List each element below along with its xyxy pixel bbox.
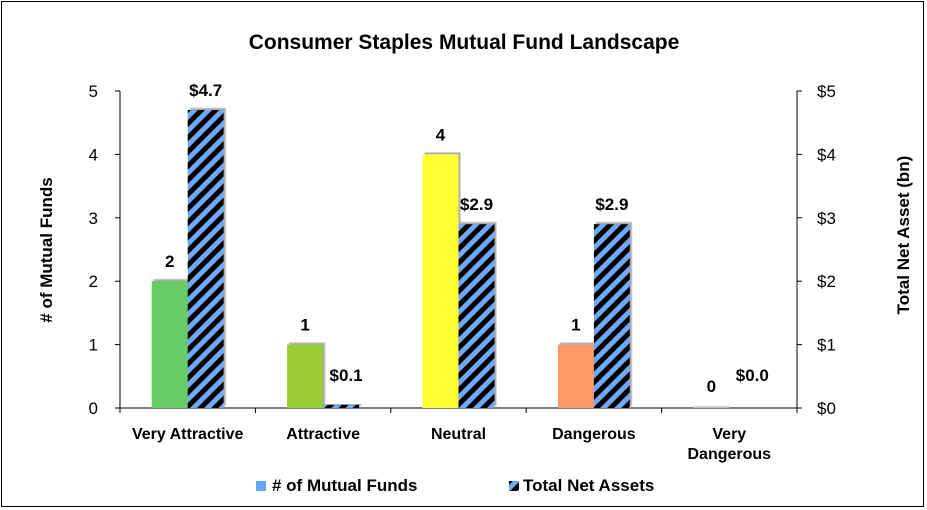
legend-label-total-net-assets: Total Net Assets [523,476,654,495]
left-tick-label: 2 [89,272,98,291]
left-tick-label: 1 [89,336,98,355]
legend-swatch-total-net-assets [509,481,519,491]
category-label-line: Attractive [286,426,360,443]
data-label-total-net-assets: $4.7 [189,81,222,100]
bar-mutual-funds [422,154,459,408]
bar-total-net-assets [187,110,224,409]
data-label-total-net-assets: $2.9 [595,195,628,214]
bar-total-net-assets [593,224,630,408]
data-label-mutual-funds: 1 [571,316,580,335]
category-label: Very Attractive [132,426,244,443]
bar-total-net-assets [458,224,495,408]
legend-label-mutual-funds: # of Mutual Funds [272,476,417,495]
chart-title: Consumer Staples Mutual Fund Landscape [249,31,680,54]
left-tick-label: 3 [89,209,98,228]
right-tick-label: $3 [817,209,836,228]
data-label-total-net-assets: $0.1 [330,366,363,385]
category-label-line: Very [712,426,746,443]
bar-mutual-funds [557,344,594,408]
category-label: Very Dangerous [688,426,772,463]
left-tick-label: 4 [89,145,98,164]
data-label-mutual-funds: 4 [436,125,446,144]
category-label: Neutral [431,426,486,443]
bar-mutual-funds [151,281,188,408]
data-label-mutual-funds: 0 [707,377,716,396]
bar-mutual-funds [287,344,324,408]
category-label-line: Dangerous [552,426,636,443]
data-label-total-net-assets: $0.0 [736,366,769,385]
right-tick-label: $4 [817,145,836,164]
left-tick-label: 5 [89,82,98,101]
data-label-mutual-funds: 2 [165,252,174,271]
category-label-line: Very Attractive [132,426,244,443]
right-tick-label: $2 [817,272,836,291]
category-label: Attractive [286,426,360,443]
data-label-total-net-assets: $2.9 [460,195,493,214]
category-label-line: Dangerous [688,446,772,463]
left-axis-title: # of Mutual Funds [37,177,56,322]
right-tick-label: $0 [817,399,836,418]
data-label-mutual-funds: 1 [300,316,309,335]
right-tick-label: $5 [817,82,836,101]
bar-total-net-assets [323,404,360,408]
legend-swatch-mutual-funds [256,481,266,491]
category-label: Dangerous [552,426,636,443]
bar-mutual-funds [693,406,730,408]
left-tick-label: 0 [89,399,98,418]
right-axis-title: Total Net Asset (bn) [894,156,913,315]
category-label-line: Neutral [431,426,486,443]
right-tick-label: $1 [817,336,836,355]
